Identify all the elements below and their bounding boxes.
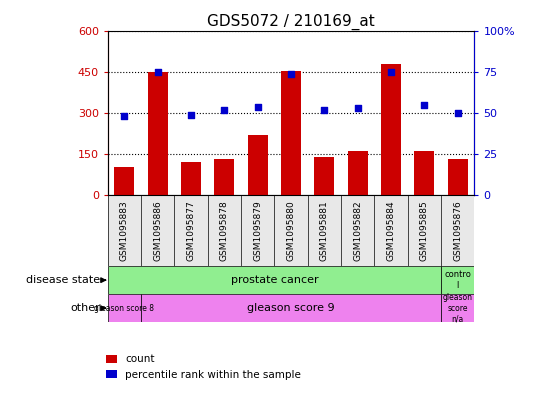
Text: gleason
score
n/a: gleason score n/a bbox=[443, 293, 473, 323]
Point bbox=[320, 107, 329, 113]
Text: GSM1095883: GSM1095883 bbox=[120, 200, 129, 261]
Text: prostate cancer: prostate cancer bbox=[231, 275, 318, 285]
Point bbox=[253, 103, 262, 110]
Text: gleason score 8: gleason score 8 bbox=[94, 304, 155, 313]
Text: GSM1095876: GSM1095876 bbox=[453, 200, 462, 261]
Bar bbox=[148, 72, 168, 195]
Bar bbox=[215, 159, 234, 195]
Text: GSM1095884: GSM1095884 bbox=[386, 200, 396, 261]
Point bbox=[386, 69, 395, 75]
Bar bbox=[281, 71, 301, 195]
Text: GSM1095880: GSM1095880 bbox=[287, 200, 295, 261]
Text: contro
l: contro l bbox=[444, 270, 471, 290]
Text: GSM1095879: GSM1095879 bbox=[253, 200, 262, 261]
Point bbox=[287, 71, 295, 77]
Point bbox=[453, 110, 462, 116]
Point bbox=[220, 107, 229, 113]
Bar bbox=[441, 266, 474, 294]
Point bbox=[187, 112, 196, 118]
Bar bbox=[381, 64, 401, 195]
Bar bbox=[181, 162, 201, 195]
Text: gleason score 9: gleason score 9 bbox=[247, 303, 335, 313]
Text: GSM1095882: GSM1095882 bbox=[353, 200, 362, 261]
Bar bbox=[414, 151, 434, 195]
Bar bbox=[348, 151, 368, 195]
Text: GSM1095878: GSM1095878 bbox=[220, 200, 229, 261]
Text: GSM1095881: GSM1095881 bbox=[320, 200, 329, 261]
Point bbox=[354, 105, 362, 111]
Title: GDS5072 / 210169_at: GDS5072 / 210169_at bbox=[207, 14, 375, 30]
Bar bbox=[141, 294, 441, 322]
Bar bbox=[114, 167, 134, 195]
Point bbox=[420, 102, 429, 108]
Point bbox=[154, 69, 162, 75]
Bar bbox=[448, 159, 468, 195]
Text: GSM1095877: GSM1095877 bbox=[186, 200, 196, 261]
Bar bbox=[314, 157, 334, 195]
Legend: count, percentile rank within the sample: count, percentile rank within the sample bbox=[102, 350, 305, 384]
Text: GSM1095885: GSM1095885 bbox=[420, 200, 429, 261]
Bar bbox=[248, 135, 268, 195]
Point bbox=[120, 113, 129, 119]
Text: disease state: disease state bbox=[26, 275, 100, 285]
Bar bbox=[108, 294, 141, 322]
Text: GSM1095886: GSM1095886 bbox=[153, 200, 162, 261]
Bar bbox=[441, 294, 474, 322]
Text: other: other bbox=[71, 303, 100, 313]
